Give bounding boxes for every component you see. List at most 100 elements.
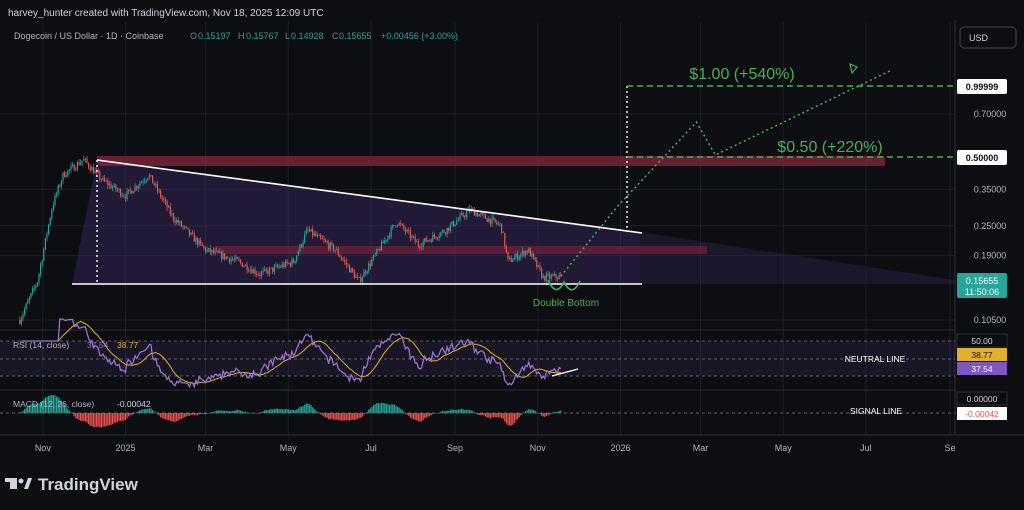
candle-body [240,260,242,263]
candle-body [278,266,280,268]
macd-histogram-bar [348,413,351,421]
candle-body [304,234,306,243]
macd-histogram-bar [70,412,72,413]
candle-body [251,269,253,274]
candle-body [268,268,271,274]
candle-body [531,253,533,257]
candle-body [174,220,176,223]
candle-body [187,227,189,230]
macd-histogram-bar [541,413,543,416]
macd-histogram-bar [446,410,448,413]
candle-body [68,169,71,171]
candle-body [451,221,453,225]
macd-histogram-bar [28,405,30,413]
macd-histogram-bar [481,413,483,416]
macd-histogram-bar [81,413,83,422]
candle-body [384,240,386,244]
macd-histogram-bar [80,413,82,421]
candle-body [489,218,491,225]
currency-button-label[interactable]: USD [969,33,989,43]
candle-body [328,243,330,249]
candle-body [411,236,413,239]
candle-body [558,275,560,279]
macd-histogram-bar [499,413,501,418]
macd-histogram-bar [108,413,111,426]
macd-histogram-bar [427,413,429,417]
candle-body [550,275,552,279]
candle-body [446,227,448,234]
macd-histogram-bar [150,408,152,413]
macd-histogram-bar [185,413,187,417]
macd-histogram-bar [315,410,317,413]
macd-histogram-bar [164,413,167,420]
macd-histogram-bar [62,401,64,413]
candle-body [337,249,339,256]
macd-histogram-bar [55,396,58,413]
candle-body [454,224,456,227]
macd-histogram-bar [265,409,267,413]
macd-histogram-bar [96,413,98,427]
candle-body [120,189,122,197]
macd-label[interactable]: MACD (12, 26, close) [13,399,94,409]
candle-body [113,184,115,188]
macd-histogram-bar [472,410,474,413]
macd-histogram-bar [308,404,311,413]
symbol-description[interactable]: Dogecoin / US Dollar · 1D · Coinbase [14,31,164,41]
macd-histogram-bar [555,411,557,413]
candle-body [456,220,458,225]
macd-histogram-bar [248,413,250,414]
macd-histogram-bar [192,413,194,415]
macd-histogram-bar [68,410,71,413]
currency-button[interactable] [959,26,1017,49]
macd-histogram-bar [494,413,496,418]
candle-body [145,179,147,182]
candle-body [88,162,90,168]
candle-body [86,158,88,163]
time-tick-label: Se [944,443,955,453]
macd-histogram-bar [236,409,239,413]
macd-histogram-bar [160,413,162,418]
macd-histogram-bar [225,410,227,413]
time-tick-label: May [280,443,298,453]
candle-body [557,277,559,279]
candle-body [555,274,557,278]
macd-histogram-bar [372,405,375,413]
candle-body [230,259,232,262]
macd-histogram-bar [528,409,530,413]
rsi-label[interactable]: RSI (14, close) [13,340,69,350]
macd-histogram-bar [41,401,43,413]
candle-body [403,224,405,229]
macd-histogram-bar [329,413,331,419]
candle-body [457,219,459,221]
macd-histogram-bar [19,413,21,414]
macd-histogram-bar [326,413,328,418]
candle-body [126,191,128,199]
macd-histogram-bar [449,410,451,413]
descending-trendline[interactable] [96,159,643,234]
candle-body [94,170,96,174]
ohlc-low-value: 0.14928 [291,31,324,41]
macd-histogram-bar [313,408,315,413]
candle-body [510,257,512,262]
candle-body [424,238,426,242]
macd-histogram-bar [344,413,346,421]
candle-body [478,214,480,217]
candle-body [430,239,432,242]
ohlc-low-key: L [285,31,290,41]
macd-histogram-bar [525,411,527,413]
candle-body [201,243,203,247]
macd-histogram-bar [92,413,95,428]
macd-histogram-bar [323,413,325,417]
macd-histogram-bar [464,410,466,413]
candle-body [380,241,383,251]
candle-body [419,246,421,248]
candle-body [134,186,136,192]
macd-histogram-bar [65,407,67,413]
candle-body [216,250,218,252]
candle-body [39,264,42,274]
macd-histogram-bar [433,413,435,414]
candle-body [241,262,243,267]
macd-histogram-bar [206,413,208,414]
candle-body [396,225,399,227]
